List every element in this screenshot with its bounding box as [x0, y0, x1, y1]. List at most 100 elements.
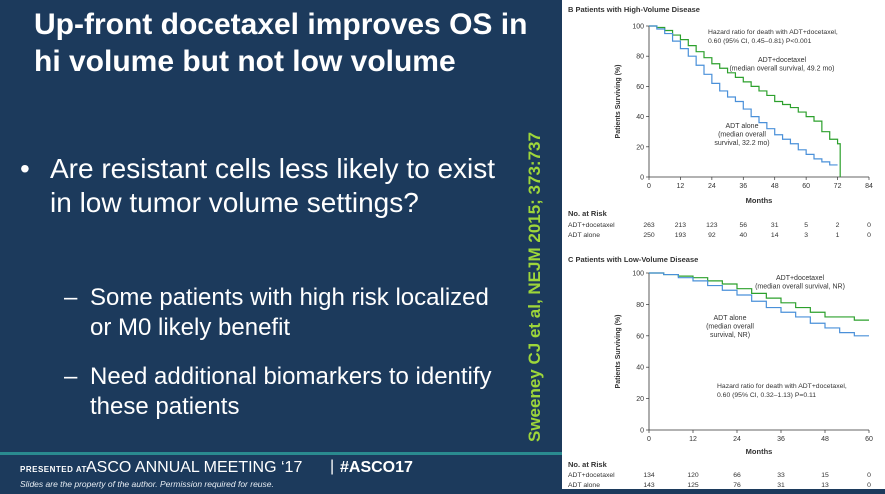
- km-curve-docetaxel: [649, 272, 869, 321]
- risk-value: 13: [821, 482, 829, 489]
- y-tick-label: 80: [636, 302, 644, 309]
- km-curve-adt: [649, 25, 838, 166]
- risk-value: 14: [771, 232, 779, 239]
- x-tick-label: 24: [733, 436, 741, 443]
- series-label: ADT alone: [714, 315, 747, 322]
- citation: Sweeney CJ et al, NEJM 2015; 373:737: [525, 132, 544, 442]
- y-tick-label: 0: [640, 428, 644, 435]
- hazard-ratio-text: 0.60 (95% CI, 0.32–1.13) P=0.11: [717, 392, 816, 399]
- risk-value: 31: [777, 482, 785, 489]
- x-tick-label: 48: [821, 436, 829, 443]
- risk-value: 125: [687, 482, 699, 489]
- subbullet-text: Need additional biomarkers to identify t…: [90, 363, 492, 420]
- footer-note: Slides are the property of the author. P…: [20, 479, 274, 489]
- risk-value: 2: [836, 222, 840, 229]
- footer: PRESENTED AT: ASCO ANNUAL MEETING ‘17 | …: [0, 452, 562, 492]
- risk-value: 40: [740, 232, 748, 239]
- risk-value: 250: [643, 232, 655, 239]
- y-tick-label: 60: [636, 84, 644, 91]
- figure-panel: B Patients with High-Volume Disease 0 20 40…: [562, 0, 885, 489]
- x-tick-label: 36: [777, 436, 785, 443]
- y-axis-label: Patients Surviving (%): [615, 315, 622, 389]
- panel-title: B Patients with High-Volume Disease: [568, 5, 700, 14]
- series-label: survival, 32.2 mo): [714, 140, 769, 147]
- series-label: ADT+docetaxel: [758, 57, 806, 64]
- risk-table-heading: No. at Risk: [568, 209, 608, 218]
- risk-value: 92: [708, 232, 716, 239]
- risk-value: 0: [867, 472, 871, 479]
- series-label: ADT+docetaxel: [776, 275, 824, 282]
- x-tick-label: 60: [802, 183, 810, 190]
- risk-value: 134: [643, 472, 655, 479]
- x-tick-label: 84: [865, 183, 873, 190]
- slide-title: Up-front docetaxel improves OS in hi vol…: [34, 8, 528, 78]
- risk-row-label: ADT alone: [568, 232, 600, 239]
- km-curve-adt: [649, 272, 869, 337]
- x-tick-label: 36: [739, 183, 747, 190]
- bullet-text: Are resistant cells less likely to exist…: [50, 153, 496, 218]
- risk-value: 0: [867, 222, 871, 229]
- series-label: (median overall survival, NR): [755, 284, 845, 291]
- risk-value: 0: [867, 232, 871, 239]
- risk-value: 0: [867, 482, 871, 489]
- bullet-marker: •: [20, 153, 30, 184]
- y-tick-label: 20: [636, 144, 644, 151]
- y-tick-label: 40: [636, 365, 644, 372]
- series-label: (median overall survival, 49.2 mo): [729, 66, 834, 73]
- subbullet-marker: –: [64, 284, 78, 311]
- y-tick-label: 80: [636, 54, 644, 61]
- hazard-ratio-text: 0.60 (95% CI, 0.45–0.81) P<0.001: [708, 38, 812, 45]
- presented-at-label: PRESENTED AT:: [20, 465, 90, 474]
- hashtag: #ASCO17: [340, 459, 413, 476]
- subbullet-2: – Need additional biomarkers to identify…: [64, 362, 504, 422]
- x-axis-label: Months: [746, 447, 773, 456]
- series-label: (median overall: [718, 132, 766, 139]
- risk-value: 5: [804, 222, 808, 229]
- risk-value: 31: [771, 222, 779, 229]
- km-curve-docetaxel: [649, 25, 841, 177]
- subbullet-text: Some patients with high risk localized o…: [90, 284, 489, 341]
- meeting-name: ASCO ANNUAL MEETING ‘17: [86, 459, 303, 476]
- x-tick-label: 72: [834, 183, 842, 190]
- hazard-ratio-text: Hazard ratio for death with ADT+docetaxe…: [708, 29, 838, 36]
- hazard-ratio-text: Hazard ratio for death with ADT+docetaxe…: [717, 383, 847, 390]
- x-tick-label: 24: [708, 183, 716, 190]
- subbullet-marker: –: [64, 363, 78, 390]
- series-label: survival, NR): [710, 332, 750, 339]
- risk-value: 15: [821, 472, 829, 479]
- risk-value: 76: [733, 482, 741, 489]
- risk-value: 66: [733, 472, 741, 479]
- risk-value: 120: [687, 472, 699, 479]
- x-tick-label: 12: [689, 436, 697, 443]
- x-axis-label: Months: [746, 196, 773, 205]
- y-tick-label: 0: [640, 175, 644, 182]
- x-tick-label: 12: [677, 183, 685, 190]
- risk-row-label: ADT alone: [568, 482, 600, 489]
- x-tick-label: 0: [647, 183, 651, 190]
- risk-table-heading: No. at Risk: [568, 460, 608, 469]
- x-tick-label: 60: [865, 436, 873, 443]
- x-tick-label: 0: [647, 436, 651, 443]
- series-label: (median overall: [706, 324, 754, 331]
- risk-value: 213: [675, 222, 687, 229]
- bullet-main: • Are resistant cells less likely to exi…: [20, 152, 500, 220]
- footer-separator: |: [330, 458, 335, 475]
- risk-value: 143: [643, 482, 655, 489]
- risk-value: 193: [675, 232, 687, 239]
- series-label: ADT alone: [726, 123, 759, 130]
- risk-value: 263: [643, 222, 655, 229]
- y-axis-label: Patients Surviving (%): [615, 65, 622, 139]
- y-tick-label: 60: [636, 333, 644, 340]
- y-tick-label: 20: [636, 396, 644, 403]
- risk-value: 56: [740, 222, 748, 229]
- y-tick-label: 100: [632, 271, 644, 278]
- y-tick-label: 40: [636, 114, 644, 121]
- risk-row-label: ADT+docetaxel: [568, 472, 615, 479]
- km-figure: B Patients with High-Volume Disease02040…: [568, 5, 873, 489]
- risk-row-label: ADT+docetaxel: [568, 222, 615, 229]
- subbullet-1: – Some patients with high risk localized…: [64, 283, 504, 343]
- x-tick-label: 48: [771, 183, 779, 190]
- risk-value: 123: [706, 222, 718, 229]
- risk-value: 3: [804, 232, 808, 239]
